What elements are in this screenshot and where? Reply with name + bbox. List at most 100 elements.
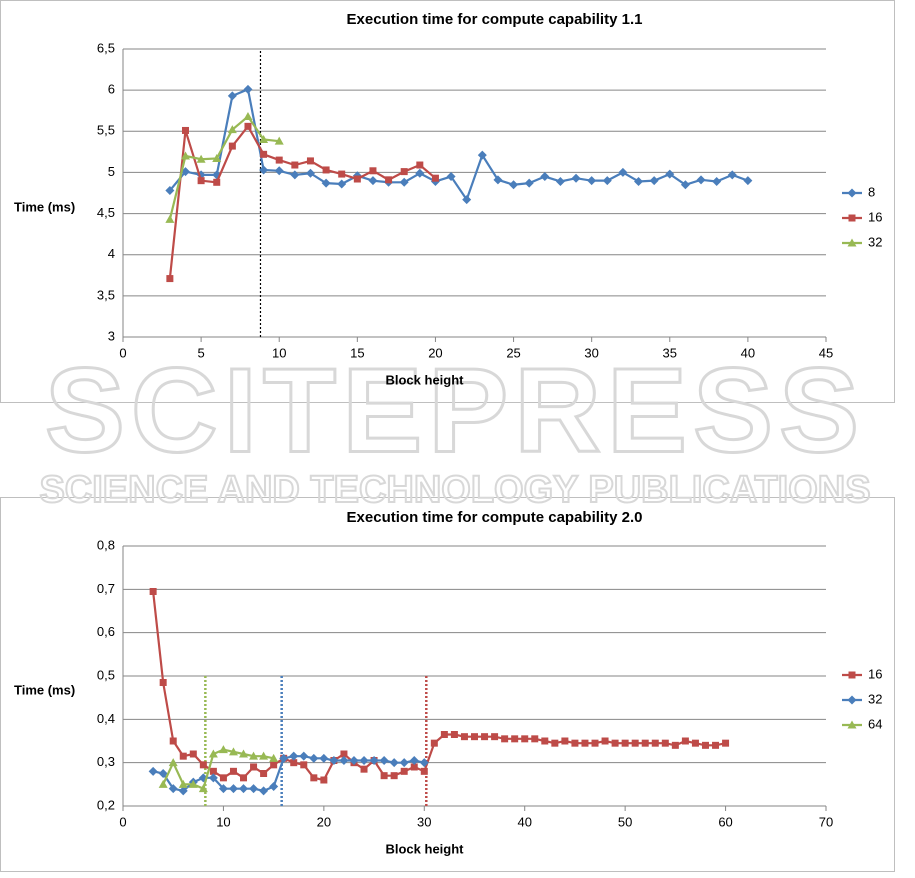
y-tick-label: 0,5 (97, 667, 115, 682)
marker (712, 741, 720, 749)
marker (602, 176, 612, 186)
x-tick-label: 45 (819, 345, 833, 360)
marker (259, 786, 269, 796)
marker (260, 770, 268, 777)
marker (181, 126, 189, 134)
marker (270, 761, 278, 769)
marker (290, 759, 298, 767)
series-line (152, 591, 726, 782)
marker (179, 752, 187, 760)
x-tick-label: 20 (317, 814, 331, 829)
marker (416, 161, 424, 169)
y-tick-label: 6,5 (97, 40, 115, 55)
marker (168, 784, 178, 794)
y-tick-label: 5 (108, 164, 115, 179)
series-line (168, 124, 437, 279)
x-tick-label: 50 (618, 814, 632, 829)
marker (727, 170, 737, 180)
marker (430, 739, 438, 747)
marker (368, 176, 378, 186)
marker (581, 739, 589, 747)
y-tick-label: 0,8 (97, 537, 115, 552)
marker (591, 739, 599, 747)
legend-marker (847, 188, 857, 198)
marker (399, 177, 409, 187)
marker (561, 737, 569, 745)
marker (524, 178, 534, 188)
marker (159, 679, 167, 686)
marker (279, 753, 289, 763)
marker (291, 161, 299, 169)
marker (243, 84, 253, 94)
legend-marker (847, 720, 857, 729)
x-tick-label: 30 (584, 345, 598, 360)
marker (651, 739, 659, 747)
y-axis-title: Time (ms) (14, 199, 75, 214)
marker (409, 756, 419, 765)
y-tick-label: 4 (108, 246, 115, 261)
marker (319, 753, 329, 763)
x-tick-label: 0 (119, 345, 126, 360)
marker (228, 784, 238, 794)
marker (477, 150, 487, 160)
marker (621, 739, 629, 747)
marker (250, 763, 258, 771)
y-tick-label: 5,5 (97, 123, 115, 138)
marker (712, 176, 722, 186)
marker (649, 176, 659, 186)
x-tick-label: 35 (663, 345, 677, 360)
marker (165, 186, 175, 196)
marker (219, 774, 227, 782)
x-tick-label: 60 (718, 814, 732, 829)
marker (661, 739, 669, 747)
x-tick-label: 20 (428, 345, 442, 360)
y-axis-title: Time (ms) (14, 682, 75, 697)
marker (722, 739, 730, 747)
marker (165, 214, 175, 223)
marker (244, 122, 252, 130)
marker (611, 739, 619, 747)
legend-marker (848, 671, 856, 679)
marker (189, 750, 197, 758)
marker (259, 135, 269, 144)
marker (229, 767, 237, 775)
marker (349, 756, 359, 765)
marker (269, 782, 279, 791)
marker (275, 156, 283, 164)
marker (227, 91, 237, 101)
marker (471, 733, 478, 741)
marker (399, 758, 409, 768)
marker (509, 180, 519, 190)
marker (227, 125, 237, 134)
marker (571, 173, 581, 183)
x-tick-label: 40 (517, 814, 531, 829)
marker (149, 588, 157, 595)
marker (601, 737, 609, 745)
marker (198, 784, 208, 793)
marker (300, 761, 308, 769)
marker (691, 739, 699, 747)
marker (158, 769, 168, 778)
marker (240, 774, 248, 782)
marker (419, 758, 429, 768)
marker (218, 745, 228, 754)
marker (338, 170, 346, 178)
marker (631, 739, 639, 747)
marker (551, 739, 559, 747)
marker (571, 739, 579, 747)
legend-label: 32 (868, 234, 882, 249)
marker (501, 735, 509, 743)
legend-label: 64 (868, 716, 882, 731)
y-tick-label: 6 (108, 82, 115, 97)
marker (446, 172, 456, 182)
marker (353, 175, 361, 183)
y-tick-label: 0,7 (97, 581, 115, 596)
marker (359, 756, 369, 765)
marker (259, 165, 269, 175)
series-line (169, 87, 749, 203)
marker (321, 178, 331, 188)
marker (385, 176, 393, 184)
marker (511, 735, 519, 743)
marker (188, 779, 198, 788)
